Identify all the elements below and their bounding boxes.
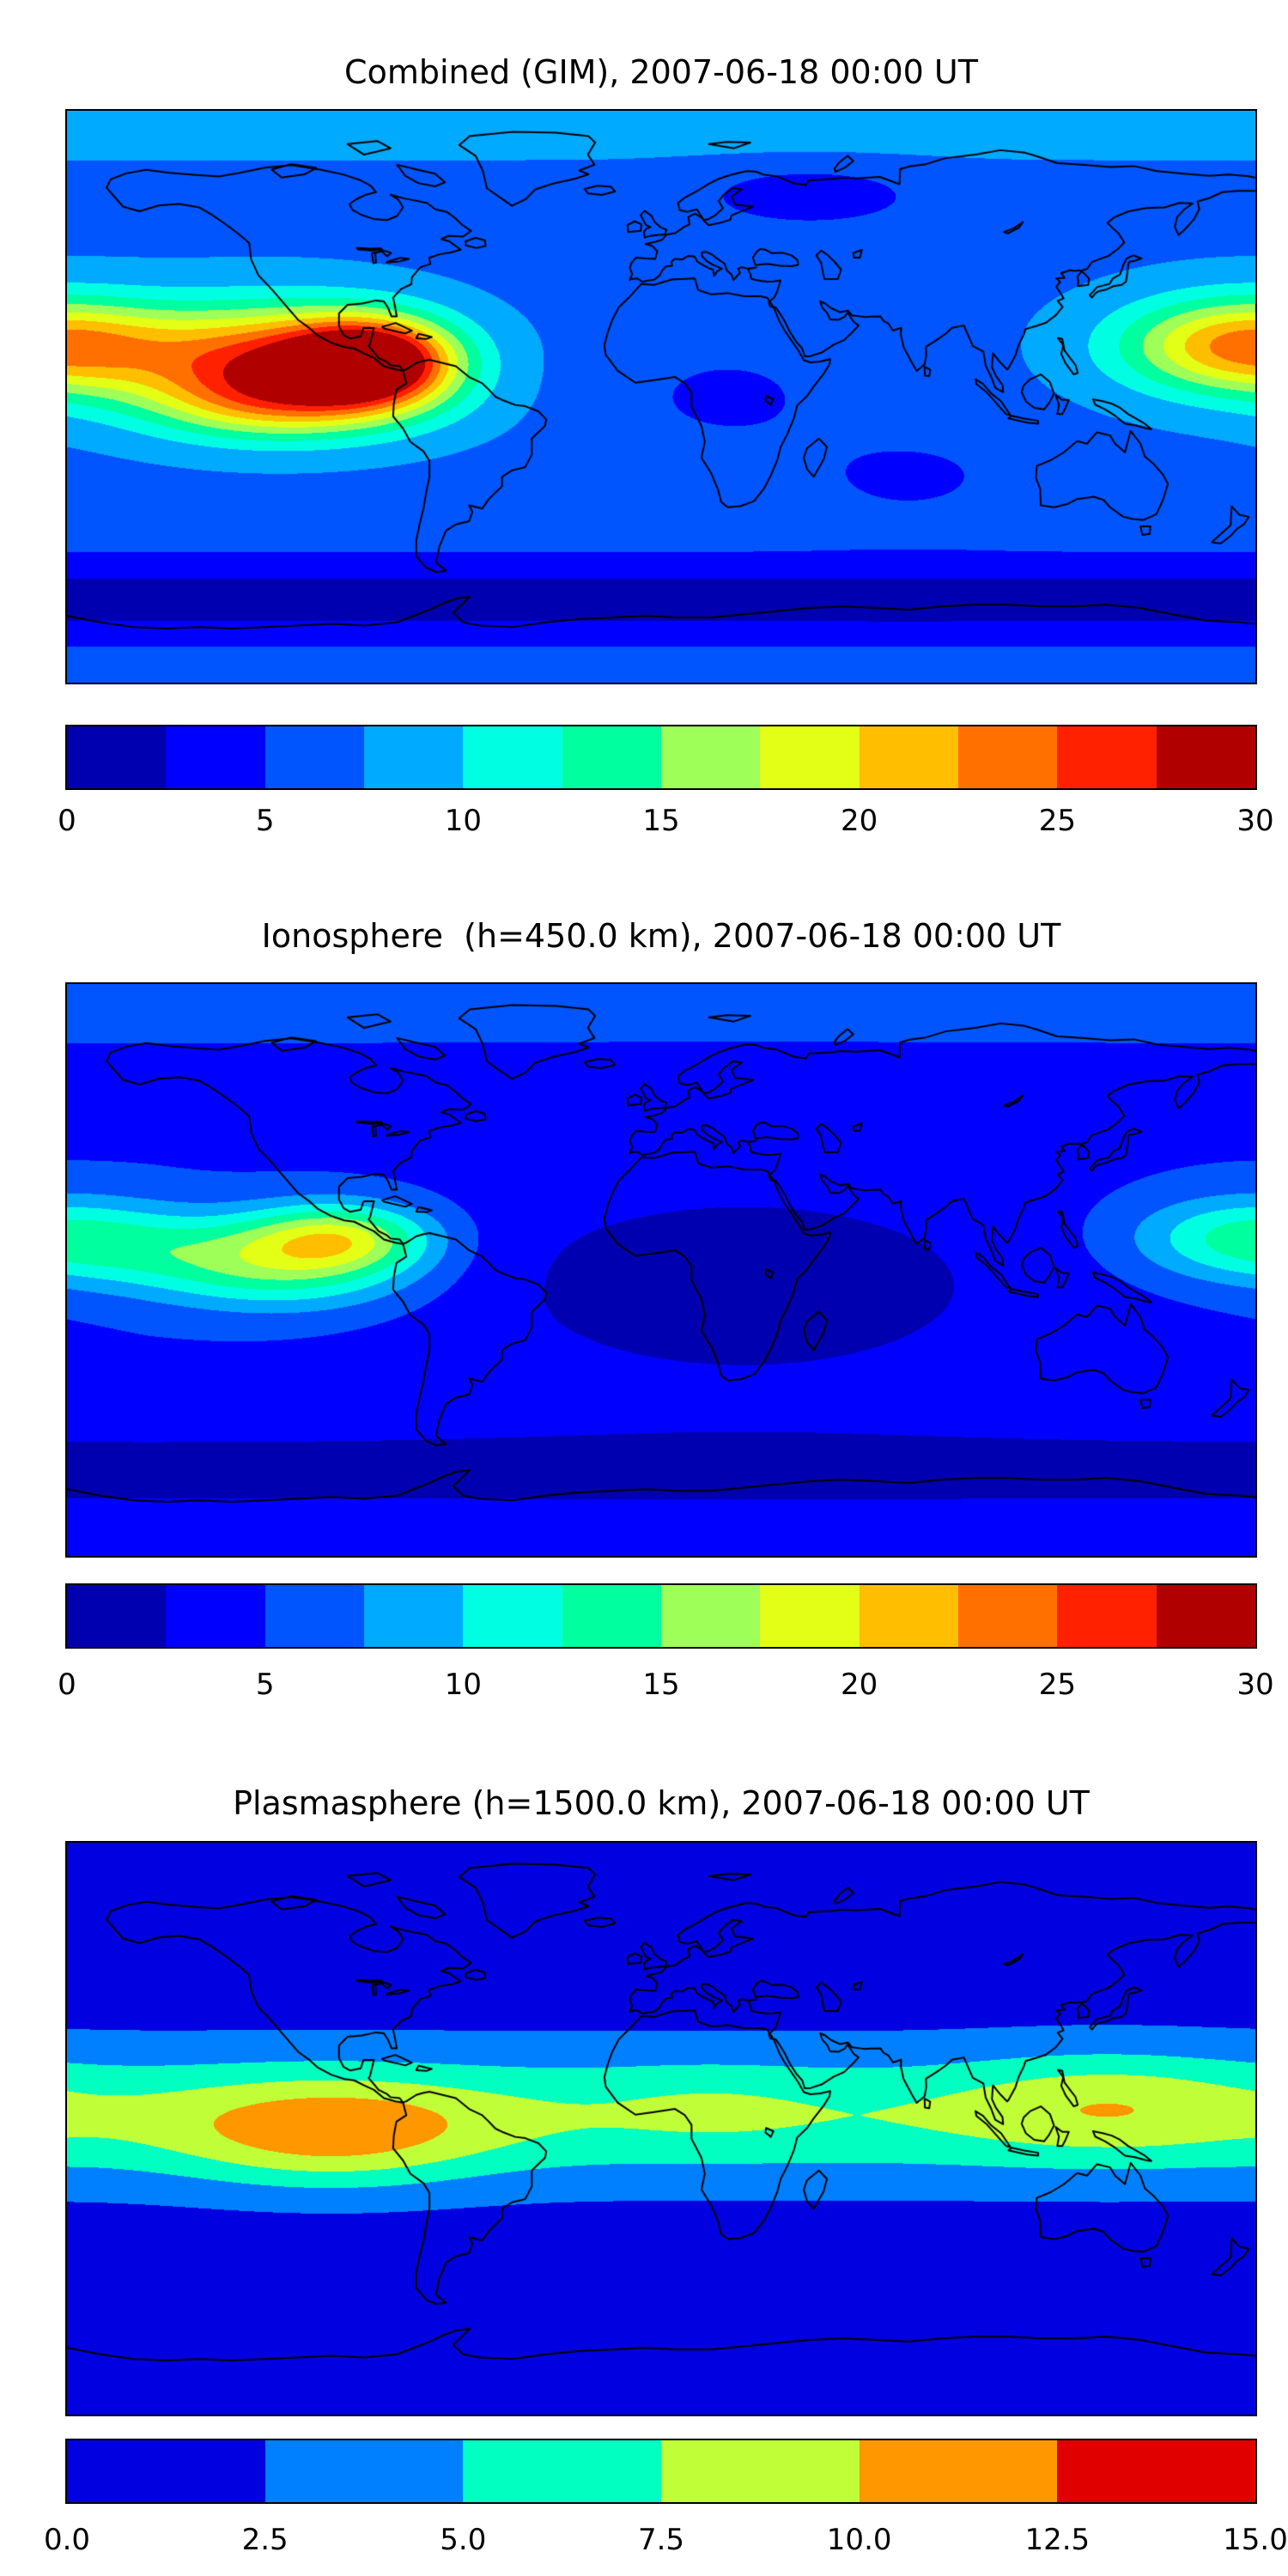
map-combined bbox=[65, 109, 1257, 684]
colorbar-tick-label: 30 bbox=[1236, 1668, 1274, 1702]
colorbar-segment bbox=[1156, 1585, 1255, 1647]
colorbar-tick-label: 30 bbox=[1236, 804, 1274, 838]
colorbar-segment bbox=[859, 2440, 1058, 2502]
colorbar-segment bbox=[957, 726, 1058, 788]
colorbar-segment bbox=[760, 1585, 860, 1647]
colorbar-tick-label: 25 bbox=[1038, 1668, 1076, 1702]
map-canvas-plasmasphere bbox=[67, 1843, 1255, 2415]
colorbar-segment bbox=[363, 726, 464, 788]
colorbar-tick-label: 0 bbox=[58, 804, 76, 838]
colorbar-tick-label: 0.0 bbox=[43, 2523, 91, 2557]
colorbar-tick-label: 15 bbox=[642, 804, 680, 838]
colorbar-segment bbox=[264, 1585, 364, 1647]
colorbar-segment bbox=[67, 1585, 167, 1647]
colorbar-segment bbox=[264, 2440, 464, 2502]
colorbar-tick-label: 5 bbox=[255, 804, 275, 838]
colorbar-plasmasphere bbox=[65, 2439, 1257, 2504]
colorbar-tick-label: 0 bbox=[58, 1668, 76, 1702]
colorbar-segment bbox=[660, 1585, 761, 1647]
colorbar-tick-label: 7.5 bbox=[637, 2523, 685, 2557]
colorbar-segment bbox=[1057, 1585, 1157, 1647]
colorbar-tick-label: 5.0 bbox=[440, 2523, 487, 2557]
colorbar-combined bbox=[65, 725, 1257, 790]
colorbar-segment bbox=[463, 726, 562, 788]
colorbar-segment bbox=[363, 1585, 464, 1647]
colorbar-tick-label: 10.0 bbox=[826, 2523, 892, 2557]
colorbar-ticks-combined: 0 5 10 15 20 25 30 bbox=[58, 802, 1273, 840]
colorbar-tick-label: 15.0 bbox=[1223, 2523, 1288, 2557]
map-plasmasphere bbox=[65, 1841, 1257, 2416]
colorbar-segment bbox=[1057, 726, 1157, 788]
colorbar-tick-label: 25 bbox=[1038, 804, 1076, 838]
colorbar-segment bbox=[859, 726, 958, 788]
colorbar-segment bbox=[1057, 2440, 1256, 2502]
colorbar-segment bbox=[463, 1585, 562, 1647]
colorbar-segment bbox=[1156, 726, 1255, 788]
map-canvas-combined bbox=[67, 111, 1255, 683]
colorbar-segment bbox=[166, 726, 265, 788]
colorbar-segment bbox=[562, 1585, 661, 1647]
colorbar-segment bbox=[463, 2440, 662, 2502]
panel-title-combined: Combined (GIM), 2007-06-18 00:00 UT bbox=[344, 53, 978, 91]
colorbar-tick-label: 2.5 bbox=[241, 2523, 289, 2557]
colorbar-segment bbox=[67, 726, 167, 788]
colorbar-tick-label: 10 bbox=[444, 1668, 482, 1702]
colorbar-segment bbox=[760, 726, 860, 788]
colorbar-segment bbox=[264, 726, 364, 788]
colorbar-tick-label: 20 bbox=[841, 1668, 878, 1702]
colorbar-ticks-plasmasphere: 0.0 2.5 5.0 7.5 10.0 12.5 15.0 bbox=[44, 2521, 1288, 2559]
panel-title-ionosphere: Ionosphere (h=450.0 km), 2007-06-18 00:0… bbox=[261, 917, 1061, 955]
panel-title-plasmasphere: Plasmasphere (h=1500.0 km), 2007-06-18 0… bbox=[233, 1784, 1090, 1822]
colorbar-ionosphere bbox=[65, 1583, 1257, 1649]
colorbar-tick-label: 10 bbox=[444, 804, 482, 838]
colorbar-ticks-ionosphere: 0 5 10 15 20 25 30 bbox=[58, 1666, 1273, 1704]
colorbar-segment bbox=[660, 726, 761, 788]
map-ionosphere bbox=[65, 982, 1257, 1558]
map-canvas-ionosphere bbox=[67, 984, 1255, 1556]
colorbar-tick-label: 15 bbox=[642, 1668, 680, 1702]
colorbar-segment bbox=[67, 2440, 265, 2502]
colorbar-tick-label: 5 bbox=[255, 1668, 275, 1702]
colorbar-segment bbox=[661, 2440, 860, 2502]
colorbar-tick-label: 12.5 bbox=[1024, 2523, 1091, 2557]
colorbar-tick-label: 20 bbox=[841, 804, 878, 838]
colorbar-segment bbox=[166, 1585, 265, 1647]
colorbar-segment bbox=[859, 1585, 958, 1647]
colorbar-segment bbox=[957, 1585, 1058, 1647]
colorbar-segment bbox=[562, 726, 661, 788]
